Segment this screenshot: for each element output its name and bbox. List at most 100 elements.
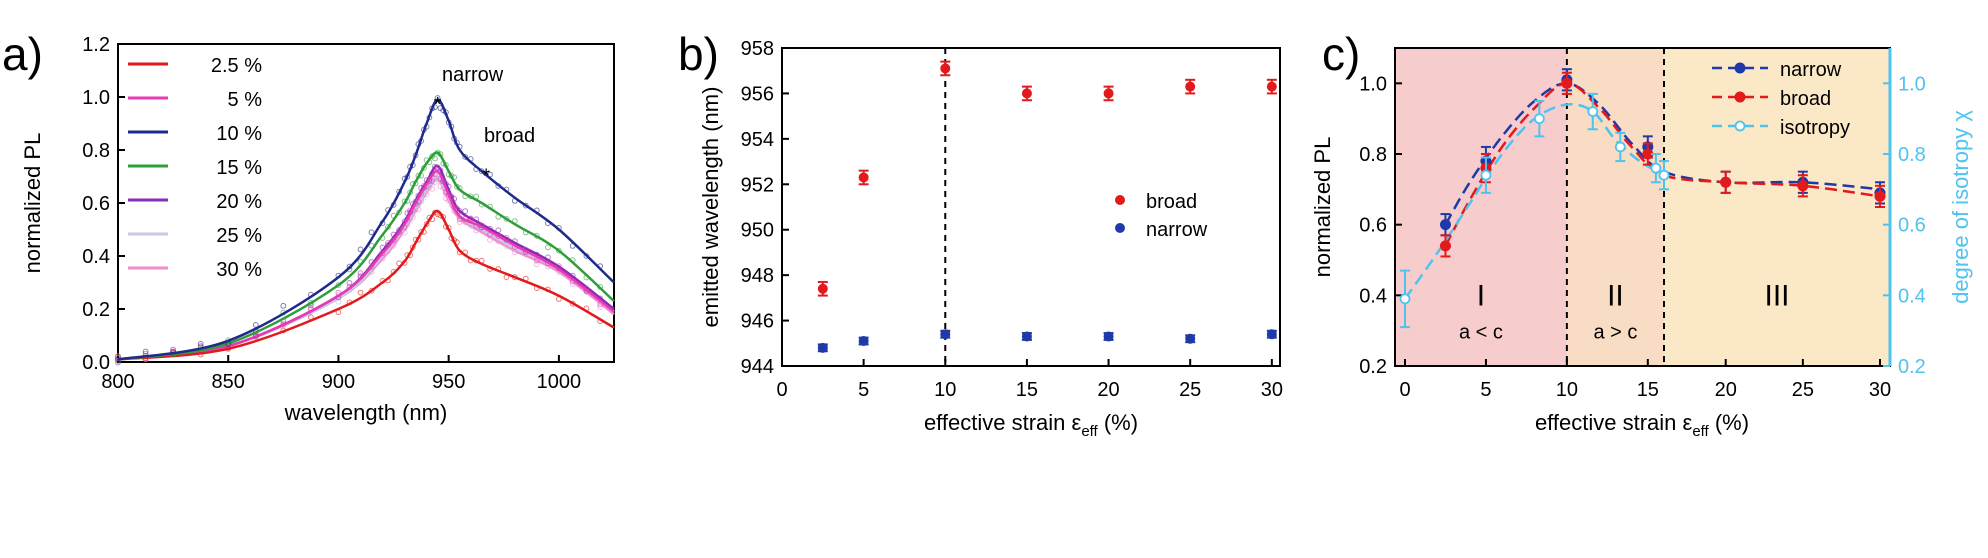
panel-c-y2tick-label: 0.4 bbox=[1898, 285, 1926, 307]
panel-c-region bbox=[1395, 48, 1567, 366]
panel-a-series bbox=[115, 95, 615, 366]
panel-a-data-point bbox=[533, 257, 540, 264]
panel-a-data-point bbox=[357, 270, 364, 276]
panel-b-ytick-label: 954 bbox=[741, 129, 774, 151]
panel-b-point bbox=[1185, 333, 1196, 344]
panel-a-annotation: narrow bbox=[442, 64, 504, 86]
panel-a-data-point bbox=[346, 280, 353, 286]
panel-a-ylabel: normalized PL bbox=[20, 133, 45, 274]
panel-b-point bbox=[940, 63, 951, 74]
panel-b-legend: broad narrow bbox=[1115, 191, 1208, 241]
panel-c-legend-marker bbox=[1734, 91, 1746, 103]
panel-a-data-point bbox=[423, 221, 430, 228]
panel-c-region-label: I bbox=[1477, 279, 1485, 312]
panel-c-xtick-label: 5 bbox=[1480, 379, 1491, 401]
panel-c-point bbox=[1561, 77, 1573, 89]
panel-a-data-point bbox=[556, 247, 562, 254]
panel-c-legend: narrow broad isotropy bbox=[1712, 59, 1850, 139]
panel-c-point bbox=[1439, 240, 1451, 252]
panel-c-point bbox=[1480, 169, 1492, 181]
panel-a-data-point bbox=[533, 261, 540, 268]
panel-a-series-line bbox=[117, 177, 615, 361]
panel-c-region bbox=[1566, 48, 1664, 366]
panel-a-legend-label: 25 % bbox=[216, 225, 262, 247]
panel-b-ytick-label: 944 bbox=[741, 356, 774, 378]
panel-b-point bbox=[858, 336, 869, 347]
panel-a-ytick-label: 0.6 bbox=[82, 193, 110, 215]
panel-a-data-point bbox=[467, 215, 474, 222]
panel-a-series-line bbox=[117, 169, 615, 361]
panel-b: b) 0 5 10 15 20 25 30944946948950952954956958 … bbox=[678, 28, 1283, 440]
panel-a-xtick-label: 850 bbox=[212, 371, 245, 393]
panel-a-xtick-label: 1000 bbox=[537, 371, 582, 393]
panel-c-ticks: 0 5 10 15 20 25 30 0.2 0.4 0.6 0.8 1.0 0.2 0.4 0.6 0.8 1… bbox=[1359, 73, 1926, 401]
panel-b-xtick-label: 5 bbox=[858, 379, 869, 401]
panel-c-ytick-label: 0.8 bbox=[1359, 144, 1387, 166]
panel-c-region-sublabel: a < c bbox=[1459, 322, 1503, 344]
panel-c-legend-label: narrow bbox=[1780, 59, 1842, 81]
panel-c-y2tick-label: 0.2 bbox=[1898, 356, 1926, 378]
panel-a-ticks: 800 850 900 950 1000 0.0 0.2 0.4 0.6 0.8 1.0 1.2 bbox=[82, 34, 581, 393]
panel-a-ytick-label: 0.0 bbox=[82, 352, 110, 374]
panel-b-xtick-label: 30 bbox=[1261, 379, 1283, 401]
panel-c-ytick-label: 0.6 bbox=[1359, 215, 1387, 237]
panel-a-data-point bbox=[462, 154, 469, 160]
panel-c-point bbox=[1533, 113, 1545, 125]
panel-a-ytick-label: 0.4 bbox=[82, 246, 110, 268]
panel-b-xtick-label: 0 bbox=[776, 379, 787, 401]
panel-b-letter: b) bbox=[678, 28, 719, 80]
panel-a: a) 800 850 900 950 1000 0.0 0.2 0.4 0.6 0.8 1.0 1.2… bbox=[2, 28, 615, 425]
panel-c-y2tick-label: 1.0 bbox=[1898, 73, 1926, 95]
panel-b-ytick-label: 950 bbox=[741, 220, 774, 242]
panel-a-series-line bbox=[117, 151, 615, 361]
panel-a-data-point bbox=[432, 155, 438, 162]
panel-a-legend-label: 10 % bbox=[216, 123, 262, 145]
panel-b-legend-label: broad bbox=[1146, 191, 1197, 213]
panel-c-letter: c) bbox=[1322, 28, 1360, 80]
panel-c-point bbox=[1614, 141, 1626, 153]
panel-a-legend: 2.5 % 5 % 10 % 15 % 20 % 25 % 30 % bbox=[128, 55, 262, 281]
panel-c: c) Ia < c II a > c III 0 5 10 15 20 25 30 0.2 0.4 0.… bbox=[1310, 28, 1973, 440]
panel-c-y2label: degree of isotropy χ bbox=[1948, 110, 1973, 304]
panel-b-point bbox=[817, 283, 828, 294]
panel-c-legend-label: broad bbox=[1780, 88, 1831, 110]
panel-a-frame bbox=[117, 43, 615, 363]
panel-a-xlabel: wavelength (nm) bbox=[284, 400, 448, 425]
panel-b-ytick-label: 956 bbox=[741, 83, 774, 105]
panel-a-series-line bbox=[117, 175, 615, 361]
panel-b-frame bbox=[781, 47, 1281, 367]
panel-b-ytick-label: 946 bbox=[741, 311, 774, 333]
panel-b-xtick-label: 10 bbox=[934, 379, 956, 401]
panel-a-xtick-label: 900 bbox=[322, 371, 355, 393]
panel-a-ytick-label: 1.2 bbox=[82, 34, 110, 56]
panel-a-annotations: narrow broad * * bbox=[434, 64, 535, 187]
panel-a-data-point bbox=[379, 250, 386, 257]
panel-a-data-point bbox=[368, 287, 375, 294]
panel-c-point bbox=[1797, 180, 1809, 192]
panel-c-xtick-label: 15 bbox=[1637, 379, 1659, 401]
panel-a-series-line bbox=[117, 98, 615, 361]
panel-a-data-point bbox=[335, 282, 342, 289]
panel-a-data-point bbox=[197, 340, 204, 347]
panel-c-xlabel: effective strain εeff (%) bbox=[1535, 410, 1749, 440]
panel-b-ytick-label: 952 bbox=[741, 174, 774, 196]
panel-b-point bbox=[1185, 81, 1196, 92]
panel-c-xtick-label: 10 bbox=[1556, 379, 1578, 401]
panel-a-data-point bbox=[478, 168, 485, 175]
panel-c-y2tick-label: 0.8 bbox=[1898, 144, 1926, 166]
panel-c-point bbox=[1587, 106, 1599, 117]
panel-c-xtick-label: 30 bbox=[1869, 379, 1891, 401]
panel-a-legend-label: 30 % bbox=[216, 259, 262, 281]
panel-b-point bbox=[817, 342, 828, 353]
panel-c-ytick-label: 1.0 bbox=[1359, 73, 1387, 95]
panel-b-legend-marker bbox=[1115, 223, 1125, 233]
panel-a-peak-marker: * bbox=[434, 94, 442, 116]
panel-c-region-label: III bbox=[1764, 279, 1789, 312]
panel-c-ytick-label: 0.2 bbox=[1359, 356, 1387, 378]
panel-a-ytick-label: 1.0 bbox=[82, 87, 110, 109]
panel-a-data-point bbox=[368, 229, 375, 236]
panel-b-point bbox=[1021, 88, 1032, 99]
panel-c-region bbox=[1664, 48, 1890, 366]
panel-b-point bbox=[1266, 81, 1277, 92]
